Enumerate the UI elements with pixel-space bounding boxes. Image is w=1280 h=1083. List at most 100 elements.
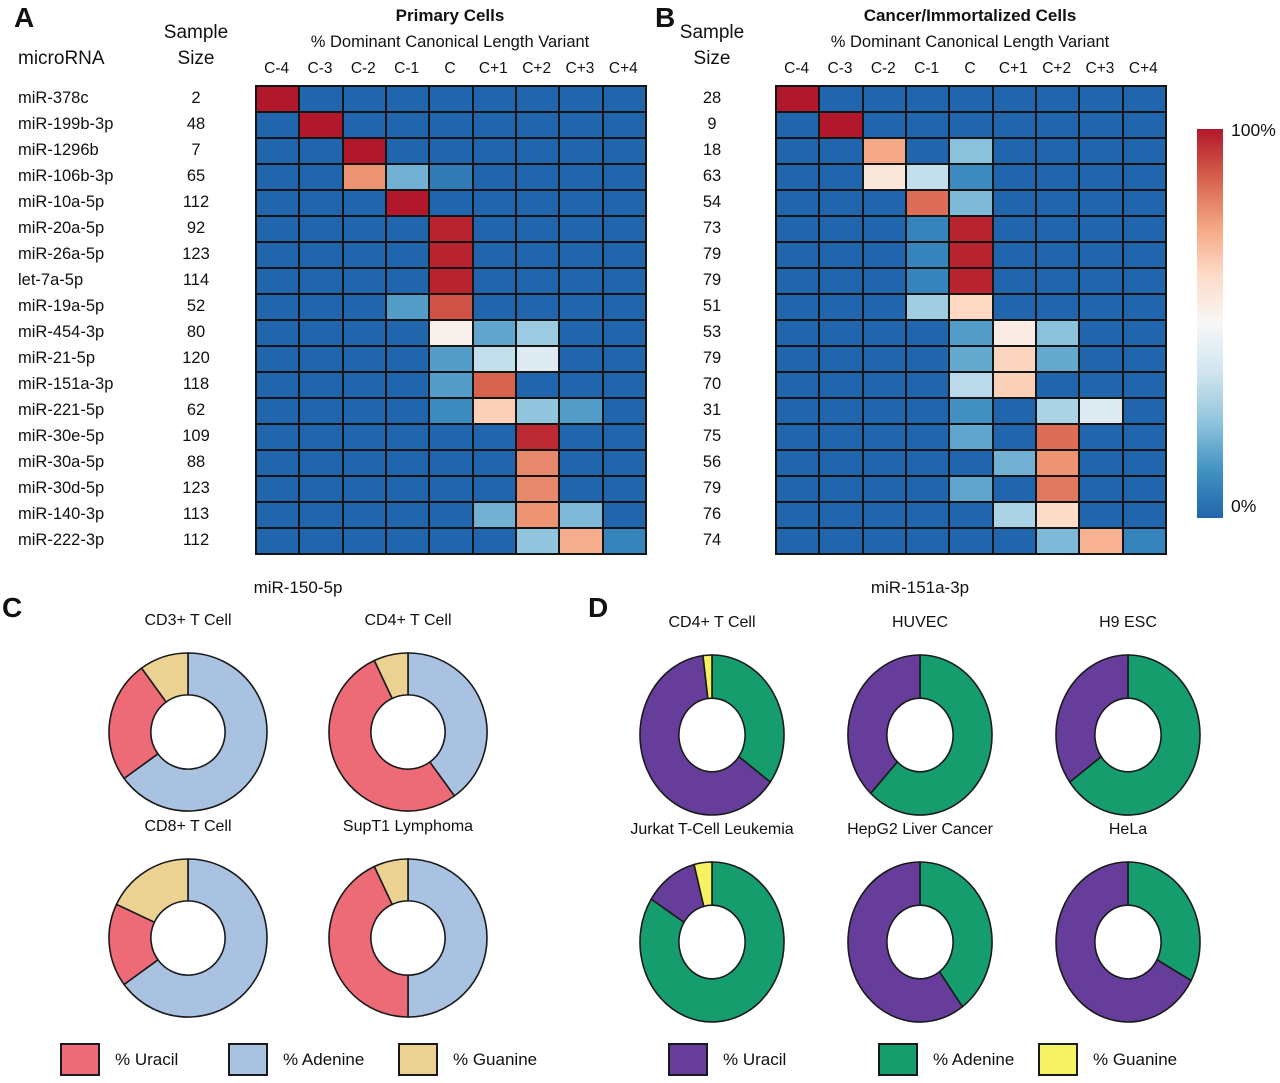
heatmap-cell-mir-21-5p-c [429,346,473,372]
heatmap-cell-mir-378c-c-3 [819,86,863,112]
heatmap-cell-mir-1296b-c-1 [992,138,1036,164]
sample-size-value: 118 [182,375,210,393]
heatmap-cell-mir-21-5p-c-1 [905,346,950,372]
heatmap-cell-mir-19a-5p-c-1 [992,294,1036,320]
heatmap-cell-mir-26a-5p-c-2 [515,242,560,268]
heatmap-cell-mir-19a-5p-c [949,294,993,320]
heatmap-cell-mir-30a-5p-c-2 [515,450,560,476]
col-header-c-1: C-1 [914,60,940,77]
heatmap-cell-mir-199b-3p-c-3 [819,112,863,138]
row-label-mir-10a-5p: miR-10a-5p [18,193,105,211]
col-header-c-2: C+2 [1042,60,1072,77]
heatmap-cell-mir-378c-c-2 [515,86,560,112]
heatmap-cell-mir-140-3p-c-3 [299,502,343,528]
col-header-c-1: C-1 [394,60,420,77]
heatmap-cell-mir-222-3p-c-1 [472,528,516,554]
row-label-mir-30a-5p: miR-30a-5p [18,453,105,471]
colorbar-gradient [1197,129,1223,518]
row-label-mir-199b-3p: miR-199b-3p [18,115,114,133]
heatmap-cell-mir-21-5p-c-2 [1035,346,1080,372]
heatmap-cell-mir-30a-5p-c-2 [1035,450,1080,476]
legend-swatch-guanine-panel-d [1038,1043,1078,1076]
donut-title-huvec: HUVEC [891,614,948,631]
heatmap-cell-mir-30d-5p-c [949,476,993,502]
heatmap-cell-mir-19a-5p-c-2 [1035,294,1080,320]
heatmap-cell-mir-30e-5p-c [949,424,993,450]
heatmap-cell-mir-10a-5p-c-3 [1079,190,1123,216]
heatmap-cell-mir-140-3p-c-4 [256,502,300,528]
heatmap-cell-mir-222-3p-c-3 [1079,528,1123,554]
heatmap-b-column-labels: C-4 C-3 C-2 C-1 C C+1 C+2 C+3 C+4 [775,58,1165,80]
heatmap-cell-let-7a-5p-c-3 [299,268,343,294]
heatmap-cell-mir-30d-5p-c-3 [559,476,603,502]
heatmap-cell-mir-199b-3p-c [949,112,993,138]
heatmap-cell-mir-221-5p-c-1 [472,398,516,424]
heatmap-cell-mir-30a-5p-c-4 [1122,450,1166,476]
heatmap-cell-mir-30a-5p-c-2 [862,450,906,476]
heatmap-cell-mir-19a-5p-c-2 [515,294,560,320]
heatmap-cell-mir-222-3p-c-1 [385,528,430,554]
heatmap-cell-mir-30e-5p-c-2 [515,424,560,450]
heatmap-cell-mir-21-5p-c-4 [1122,346,1166,372]
heatmap-cell-mir-378c-c-4 [1122,86,1166,112]
heatmap-cell-mir-1296b-c-3 [819,138,863,164]
heatmap-cell-mir-140-3p-c-2 [1035,502,1080,528]
donut-slice-jurkat-t-cell-leukemia-guanine [693,861,713,908]
heatmap-cell-mir-199b-3p-c-1 [385,112,430,138]
panel-a-letter: A [14,2,35,33]
heatmap-cell-mir-30e-5p-c-3 [819,424,863,450]
heatmap-cell-mir-10a-5p-c-3 [299,190,343,216]
heatmap-cell-mir-454-3p-c [429,320,473,346]
heatmap-cell-mir-454-3p-c-4 [602,320,646,346]
heatmap-cell-mir-30a-5p-c-3 [1079,450,1123,476]
heatmap-cell-mir-454-3p-c-3 [559,320,603,346]
donut-slice-hepg2-liver-cancer-uracil [847,861,964,1023]
heatmap-cell-mir-151a-3p-c-1 [992,372,1036,398]
heatmap-cell-mir-222-3p-c-2 [1035,528,1080,554]
donut-slice-supt1-lymphoma-guanine [373,858,409,906]
col-header-c-3: C-3 [307,60,333,77]
heatmap-cell-mir-199b-3p-c-4 [602,112,646,138]
heatmap-cell-mir-151a-3p-c-2 [1035,372,1080,398]
heatmap-cell-mir-221-5p-c-2 [862,398,906,424]
heatmap-cell-mir-454-3p-c-1 [385,320,430,346]
heatmap-cell-mir-222-3p-c-4 [256,528,300,554]
heatmap-cell-mir-10a-5p-c-1 [992,190,1036,216]
heatmap-cell-mir-199b-3p-c-2 [515,112,560,138]
row-label-mir-19a-5p: miR-19a-5p [18,297,105,315]
sample-size-value: 18 [702,141,722,159]
sample-size-value: 52 [186,297,206,315]
heatmap-cell-mir-454-3p-c [949,320,993,346]
heatmap-cell-mir-199b-3p-c-1 [905,112,950,138]
legend-label-uracil-panel-d: % Uracil [723,1050,787,1069]
heatmap-cell-mir-30e-5p-c-2 [1035,424,1080,450]
heatmap-cell-mir-19a-5p-c-3 [1079,294,1123,320]
heatmap-cell-mir-222-3p-c-4 [1122,528,1166,554]
panel-c-title: miR-150-5p [253,578,343,597]
legend-swatch-guanine-panel-c [398,1043,438,1076]
heatmap-cell-mir-20a-5p-c-4 [776,216,820,242]
heatmap-cell-mir-26a-5p-c-4 [602,242,646,268]
heatmap-cell-mir-106b-3p-c-2 [342,164,386,190]
heatmap-cell-mir-106b-3p-c-1 [905,164,950,190]
heatmap-cell-mir-1296b-c-4 [602,138,646,164]
donut-huvec [847,654,993,816]
col-header-c-4: C+4 [608,60,638,77]
heatmap-cell-mir-30a-5p-c [949,450,993,476]
heatmap-cell-let-7a-5p-c-4 [602,268,646,294]
col-header-c-3: C-3 [827,60,853,77]
sample-size-value: 79 [702,479,722,497]
heatmap-cell-let-7a-5p-c-1 [992,268,1036,294]
heatmap-cell-mir-10a-5p-c-3 [559,190,603,216]
heatmap-cell-mir-222-3p-c-4 [602,528,646,554]
heatmap-cell-mir-21-5p-c-2 [342,346,386,372]
heatmap-cell-mir-26a-5p-c-1 [992,242,1036,268]
heatmap-cell-mir-30e-5p-c-4 [776,424,820,450]
heatmap-cell-mir-10a-5p-c-4 [776,190,820,216]
heatmap-cell-mir-21-5p-c [949,346,993,372]
heatmap-cell-mir-26a-5p-c-3 [299,242,343,268]
heatmap-cell-mir-106b-3p-c-2 [862,164,906,190]
heatmap-cell-let-7a-5p-c-2 [515,268,560,294]
heatmap-b-sample-sizes: 28 9 18 63 54 73 79 79 51 53 79 70 31 75 56 79 76 74 [662,85,762,553]
heatmap-cell-mir-151a-3p-c-1 [905,372,950,398]
